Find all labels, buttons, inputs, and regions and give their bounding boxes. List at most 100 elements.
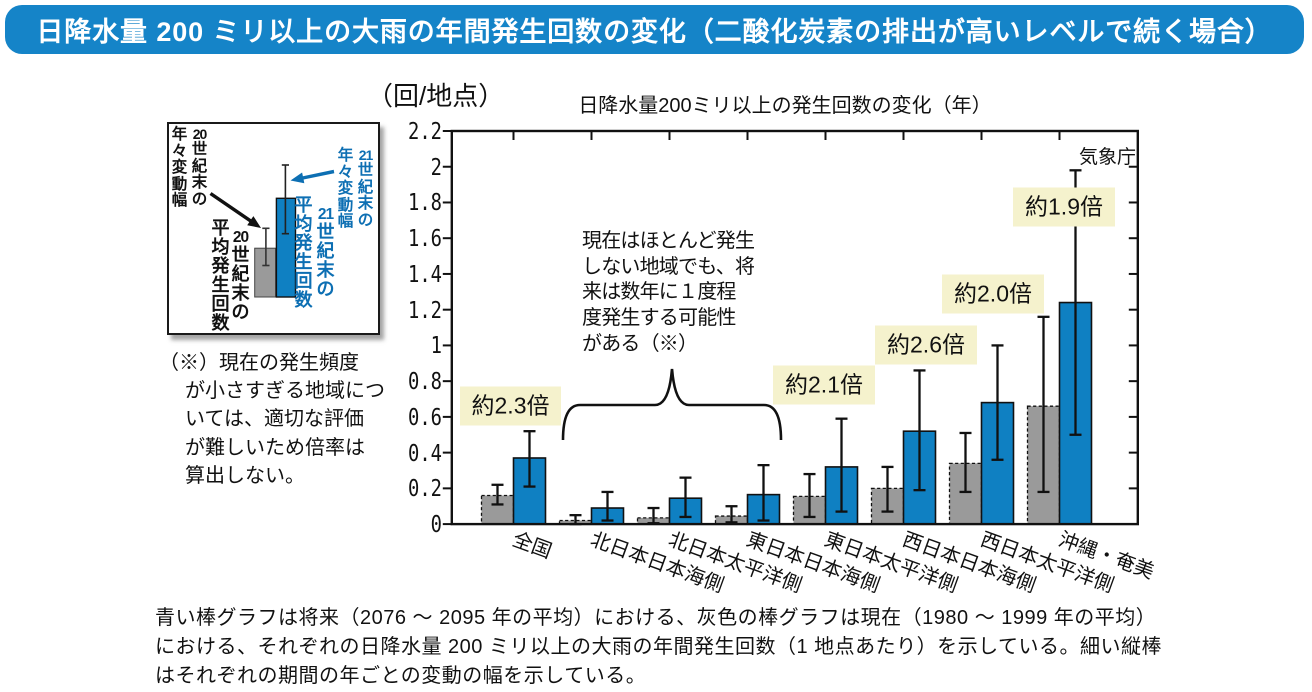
footnote-line: が難しいため倍率は (185, 436, 365, 459)
legend-label-char: 21 (358, 147, 374, 163)
xtick-label-6: 西日本太平洋側 (977, 528, 1117, 597)
legend-label-char: の (357, 211, 374, 229)
multiplier-label-約2.1倍: 約2.1倍 (773, 365, 875, 405)
errorbar-present-4 (803, 472, 816, 519)
header-banner: 日降水量 200 ミリ以上の大雨の年間発生回数の変化（二酸化炭素の排出が高いレベ… (5, 5, 1304, 54)
errorbar-present-3 (725, 505, 738, 524)
xtick-label-5: 西日本日本海側 (899, 528, 1039, 597)
errorbar-present-2 (647, 506, 660, 525)
errorbar-future-2 (679, 476, 692, 519)
xtick-label-0: 全国 (509, 528, 555, 563)
legend-label-char: 動 (337, 196, 354, 214)
legend-label-char: 末 (231, 283, 250, 303)
legend-label-char: 幅 (337, 213, 354, 230)
errorbar-future-7 (1069, 169, 1082, 436)
bar-future-4 (824, 466, 859, 525)
ytick-label-1.8: 1.8 (407, 188, 442, 217)
legend-label-char: 20 (192, 126, 208, 142)
multiplier-label-約1.9倍: 約1.9倍 (1013, 187, 1115, 226)
bar-future-5 (902, 430, 937, 525)
errorbar-present-5 (881, 465, 894, 513)
chart-annotation-line: しない地域でも、将 (582, 255, 755, 278)
bar-present-6 (948, 462, 983, 525)
errorbar-present-6 (959, 431, 972, 494)
multiplier-label-約2.3倍: 約2.3倍 (459, 386, 562, 425)
bar-present-3 (714, 515, 749, 525)
legend-label-gray-mean-right: 20 世紀末の (230, 230, 251, 322)
legend-label-gray-variation-right: 20 世紀末の (189, 127, 210, 208)
multiplier-label-約2.6倍: 約2.6倍 (875, 325, 977, 364)
legend-label-blue-mean-right: 21 世紀末の (315, 207, 336, 299)
bar-future-0 (512, 457, 547, 525)
xtick-label-1: 北日本日本海側 (587, 528, 727, 597)
legend-label-char: 均 (294, 214, 313, 234)
legend-label-char: 均 (211, 237, 230, 257)
bar-future-3 (746, 493, 781, 525)
multiplier-label-約2.0倍: 約2.0倍 (942, 274, 1044, 314)
ytick-label-1.4: 1.4 (407, 259, 442, 288)
legend-label-char: 動 (171, 175, 188, 193)
footnote-line: が小さすぎる地域につ (185, 380, 385, 403)
chart-annotation: 現在はほとんど発生 しない地域でも、将 来は数年に１度程 度発生する可能性 がある（※） (582, 229, 755, 358)
ytick-label-0.4: 0.4 (407, 438, 442, 467)
source-label: 気象庁 (1078, 147, 1136, 168)
footnote-line: 算出しない。 (185, 464, 305, 487)
errorbar-future-5 (913, 369, 926, 492)
legend-label-char: 変 (171, 159, 188, 176)
legend-label-char: 紀 (357, 178, 374, 196)
legend-label-char: 末 (316, 260, 335, 280)
bar-present-2 (636, 517, 671, 525)
legend-label-char: 数 (294, 290, 313, 310)
legend-label-char: 発 (211, 256, 230, 276)
legend-label-char: の (191, 190, 208, 208)
bar-present-0 (480, 494, 515, 525)
chart-annotation-line: がある（※） (582, 332, 698, 355)
footnote-line: いては、適切な評価 (185, 408, 364, 431)
bar-future-1 (590, 507, 625, 525)
legend-label-gray-mean-left: 平均発生回数 (210, 219, 231, 333)
legend-label-char: 紀 (316, 241, 335, 261)
legend-label-char: 世 (357, 162, 374, 179)
bar-future-2 (668, 497, 703, 525)
brace (561, 368, 783, 441)
legend-label-char: 変 (337, 180, 354, 197)
bar-present-7 (1026, 405, 1061, 525)
legend-label-char: 平 (294, 195, 313, 215)
legend-label-char: 年 (171, 126, 188, 143)
legend-label-char: 世 (191, 141, 208, 158)
plot-frame (450, 129, 1139, 526)
legend-label-gray-variation-left: 年々変動幅 (169, 126, 190, 210)
errorbar-present-1 (569, 514, 582, 526)
legend-label-char: 世 (316, 222, 335, 242)
ytick-label-0.2: 0.2 (407, 474, 442, 503)
ytick-label-1.6: 1.6 (407, 224, 442, 253)
legend-label-char: 数 (211, 313, 230, 333)
caption-line: 青い棒グラフは将来（2076 ～ 2095 年の平均）における、灰色の棒グラフは… (155, 607, 1157, 629)
legend-label-char: 平 (211, 218, 230, 238)
xtick-label-7: 沖縄・奄美 (1055, 528, 1158, 584)
legend-inset-box: 20 世紀末の年々変動幅 20 世紀末の平均発生回数 21 世紀末の年々変動幅 21 世紀末の… (167, 122, 380, 335)
ytick-label-2.2: 2.2 (407, 117, 442, 145)
legend-label-char: 年 (337, 147, 354, 164)
bar-future-7 (1058, 301, 1093, 525)
legend-label-char: 21 (317, 206, 334, 223)
legend-label-char: 幅 (171, 192, 188, 209)
page-title: 日降水量 200 ミリ以上の大雨の年間発生回数の変化（二酸化炭素の排出が高いレベ… (36, 17, 1273, 47)
legend-label-char: 紀 (191, 157, 208, 175)
ytick-label-1.2: 1.2 (407, 295, 442, 324)
black-arrow (209, 192, 261, 228)
ytick-label-0.6: 0.6 (407, 402, 442, 431)
legend-label-char: 生 (294, 252, 313, 272)
xtick-label-4: 東日本太平洋側 (821, 528, 961, 597)
legend-label-char: 々 (171, 142, 188, 160)
errorbar-future-0 (523, 430, 536, 488)
errorbar-future-3 (757, 463, 770, 522)
y-axis-unit-label: （回/地点） (367, 81, 505, 111)
legend-label-char: 世 (231, 245, 250, 265)
ytick-label-0: 0 (430, 510, 442, 539)
errorbar-present-7 (1037, 315, 1050, 494)
bar-present-5 (870, 487, 905, 525)
chart-title: 日降水量200ミリ以上の発生回数の変化（年） (578, 95, 992, 117)
legend-label-char: 々 (337, 163, 354, 181)
legend-label-char: の (231, 302, 250, 322)
